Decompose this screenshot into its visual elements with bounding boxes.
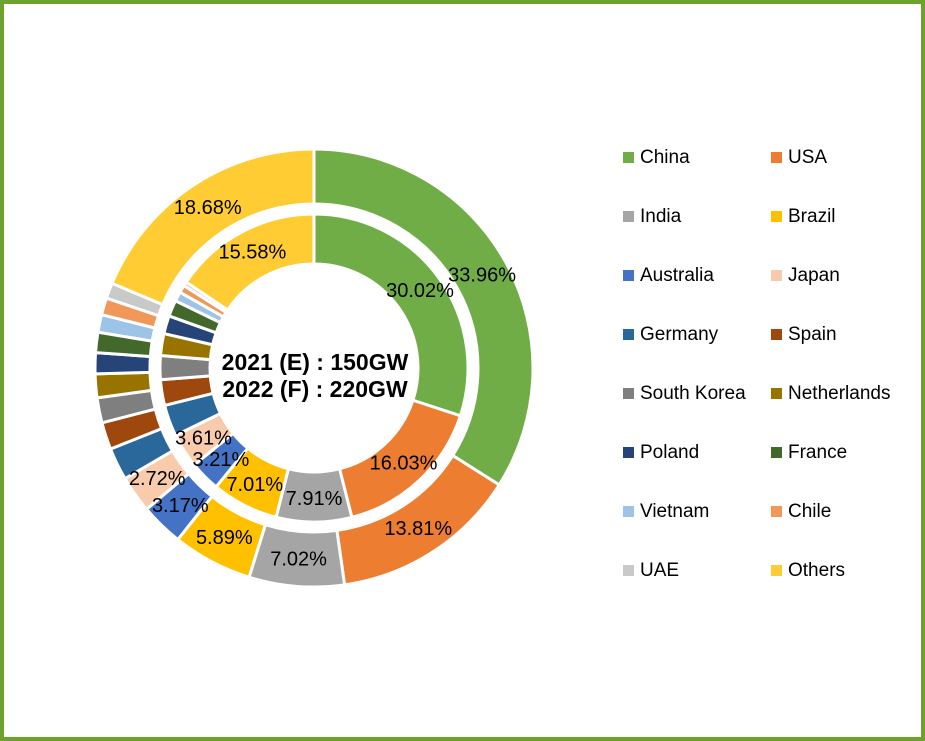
legend-label-china: China <box>640 147 690 168</box>
label-inner-china: 30.02% <box>386 280 454 302</box>
legend-label-uae: UAE <box>640 560 680 581</box>
legend-item-south-korea: South Korea <box>623 384 771 403</box>
legend-item-japan: Japan <box>771 265 921 286</box>
label-outer-others: 18.68% <box>174 197 242 219</box>
legend-item-usa: USA <box>771 147 921 168</box>
legend-swatch-india <box>623 211 634 222</box>
legend-item-france: France <box>771 442 921 463</box>
legend-swatch-netherlands <box>771 388 782 399</box>
donut-chart: 30.02% 16.03% 7.91%7.01% 3.21%3.61% 15.58% 33… <box>93 147 535 589</box>
chart-center-annotation: 2021 (E) : 150GW 2022 (F) : 220GW <box>222 349 409 403</box>
legend-item-netherlands: Netherlands <box>771 383 921 404</box>
legend-swatch-south-korea <box>623 388 634 399</box>
label-inner-others: 15.58% <box>218 241 286 263</box>
label-outer-brazil: 5.89% <box>196 527 253 549</box>
legend-label-usa: USA <box>788 147 828 168</box>
legend-label-germany: Germany <box>640 324 719 345</box>
legend-label-vietnam: Vietnam <box>640 501 710 522</box>
legend-item-uae: UAE <box>623 561 771 580</box>
legend-item-others: Others <box>771 560 921 581</box>
label-outer-india: 7.02% <box>270 548 327 570</box>
legend-swatch-uae <box>623 565 634 576</box>
label-outer-australia: 3.17% <box>152 495 209 517</box>
legend-label-others: Others <box>788 560 846 581</box>
legend-label-france: France <box>788 442 848 463</box>
legend-label-poland: Poland <box>640 442 700 463</box>
label-inner-australia: 3.21% <box>193 449 250 471</box>
legend-swatch-others <box>771 565 782 576</box>
chart-legend: China USA India Brazil Australia Japan Germany… <box>623 128 921 600</box>
legend-item-china: China <box>623 148 771 167</box>
legend-item-poland: Poland <box>623 443 771 462</box>
legend-swatch-australia <box>623 270 634 281</box>
legend-item-spain: Spain <box>771 324 921 345</box>
label-outer-japan: 2.72% <box>129 468 186 490</box>
legend-swatch-germany <box>623 329 634 340</box>
legend-item-australia: Australia <box>623 266 771 285</box>
legend-label-south-korea: South Korea <box>640 383 746 404</box>
legend-swatch-china <box>623 152 634 163</box>
label-inner-usa: 16.03% <box>370 453 438 475</box>
legend-label-chile: Chile <box>788 501 832 522</box>
segment-outer-china <box>312 147 535 487</box>
legend-label-netherlands: Netherlands <box>788 383 891 404</box>
legend-swatch-vietnam <box>623 506 634 517</box>
legend-swatch-japan <box>771 270 782 281</box>
legend-swatch-chile <box>771 506 782 517</box>
legend-item-brazil: Brazil <box>771 206 921 227</box>
legend-swatch-spain <box>771 329 782 340</box>
label-inner-japan: 3.61% <box>175 427 232 449</box>
legend-label-brazil: Brazil <box>788 206 836 227</box>
center-line-2021: 2021 (E) : 150GW <box>221 349 409 375</box>
legend-swatch-poland <box>623 447 634 458</box>
label-inner-india: 7.91% <box>286 488 343 510</box>
legend-swatch-brazil <box>771 211 782 222</box>
legend-item-vietnam: Vietnam <box>623 502 771 521</box>
legend-swatch-usa <box>771 152 782 163</box>
label-inner-brazil: 7.01% <box>226 474 283 496</box>
center-line-2022: 2022 (F) : 220GW <box>222 376 408 402</box>
legend-label-japan: Japan <box>788 265 840 286</box>
label-outer-usa: 13.81% <box>384 518 452 540</box>
segment-inner-others <box>184 212 316 312</box>
legend-item-india: India <box>623 207 771 226</box>
legend-swatch-france <box>771 447 782 458</box>
segment-inner-china <box>312 212 470 418</box>
legend-item-germany: Germany <box>623 325 771 344</box>
legend-label-australia: Australia <box>640 265 714 286</box>
segment-outer-others <box>110 147 316 307</box>
legend-label-india: India <box>640 206 682 227</box>
label-outer-china: 33.96% <box>448 264 516 286</box>
legend-item-chile: Chile <box>771 501 921 522</box>
legend-label-spain: Spain <box>788 324 837 345</box>
